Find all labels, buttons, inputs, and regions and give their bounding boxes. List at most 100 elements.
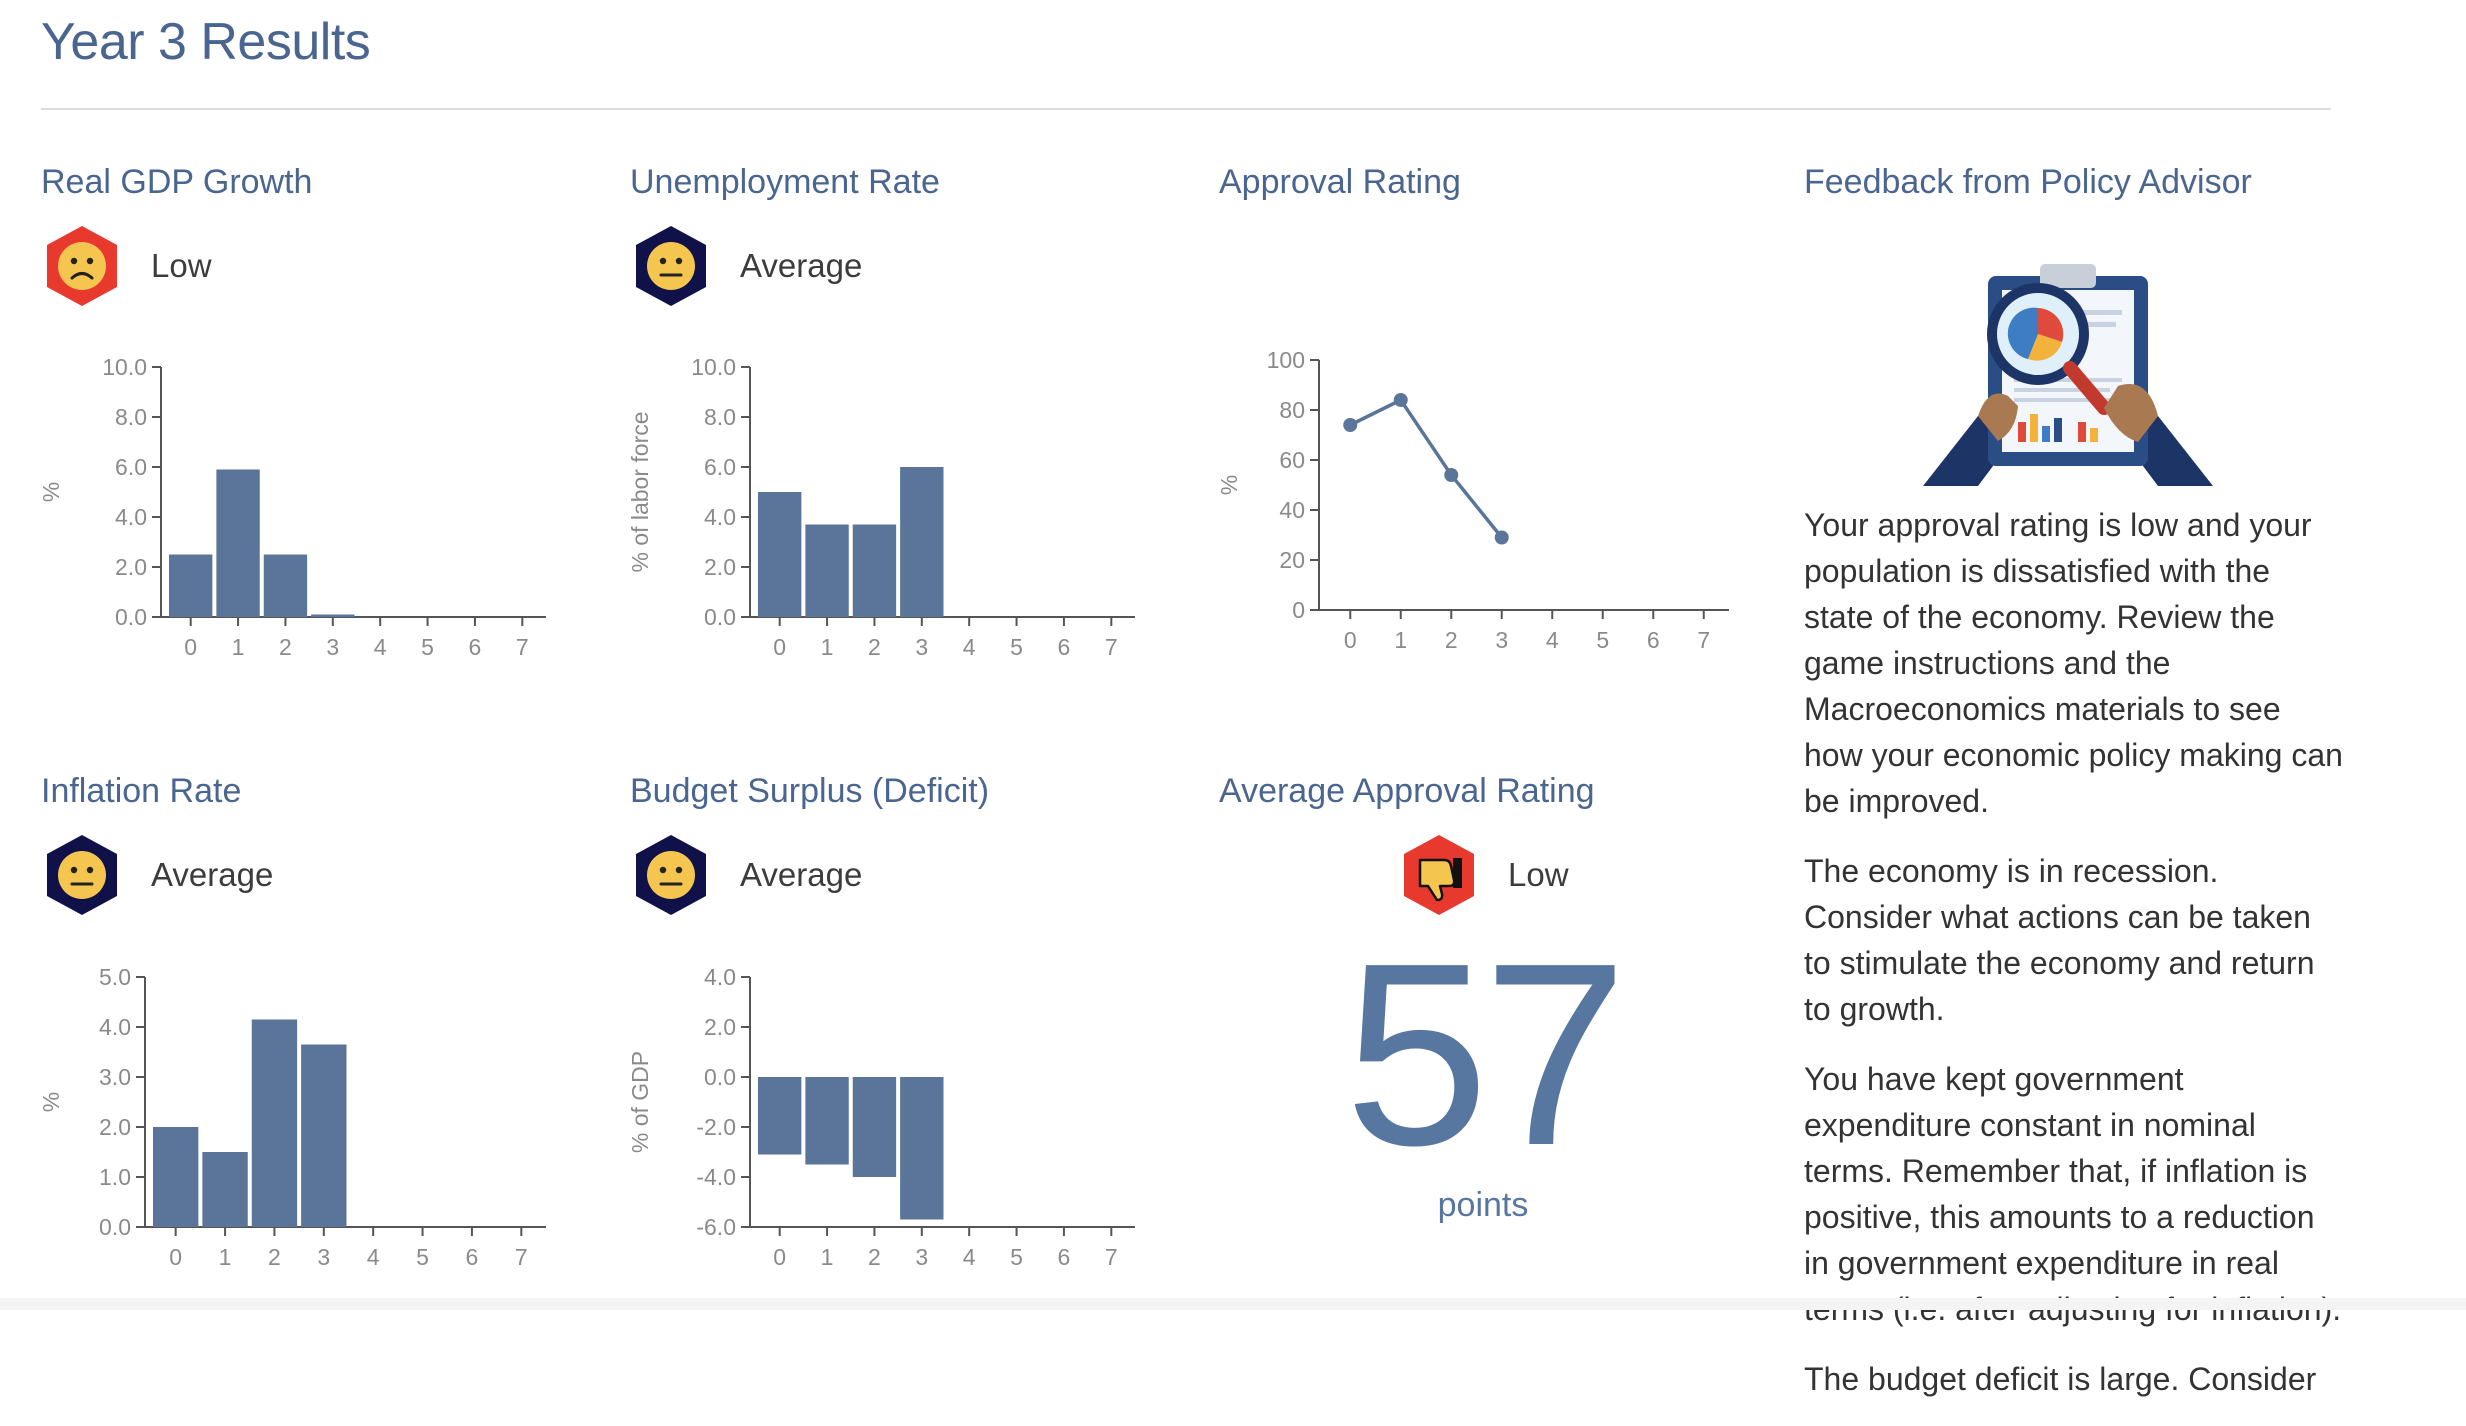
unemployment-chart: 0.0 2.0 4.0 6.0 8.0 10.0 0 1 2 3 4 5 6 7 % of labor fo… (630, 354, 1135, 660)
y-tick-label: 2.0 (99, 1114, 131, 1140)
data-point (1343, 418, 1358, 432)
gdp-status-label: Low (151, 247, 212, 284)
x-tick-label: 2 (279, 634, 292, 660)
x-tick-label: 6 (1647, 627, 1660, 653)
x-tick-label: 1 (1394, 627, 1407, 653)
unemployment-status: Average (630, 225, 862, 307)
x-tick-label: 2 (268, 1244, 281, 1270)
thumbs-down-icon (1404, 835, 1474, 915)
y-tick-label: 4.0 (99, 1014, 131, 1040)
bar (153, 1127, 199, 1227)
bar (805, 1077, 849, 1165)
bar (263, 554, 308, 617)
feedback-paragraph: The economy is in recession. Consider wh… (1804, 853, 2315, 1027)
x-tick-label: 5 (1010, 634, 1023, 660)
feedback-paragraph: Your approval rating is low and your pop… (1804, 507, 2343, 819)
score-unit: points (1437, 1186, 1529, 1224)
x-tick-label: 7 (1105, 1244, 1118, 1270)
y-tick-label: 5.0 (99, 964, 131, 990)
x-tick-label: 4 (963, 634, 976, 660)
y-axis-label: % (41, 482, 64, 502)
y-tick-label: 4.0 (704, 964, 736, 990)
y-axis-label: % (1219, 475, 1242, 495)
approval-chart: 0 20 40 60 80 100 0 1 2 3 4 5 6 7% (1219, 347, 1729, 653)
x-tick-label: 2 (868, 1244, 881, 1270)
bar (900, 1077, 944, 1220)
unemployment-status-label: Average (740, 247, 863, 284)
neutral-face-icon (47, 835, 117, 915)
x-tick-label: 4 (963, 1244, 976, 1270)
y-tick-label: 0.0 (115, 604, 147, 630)
bar (852, 1077, 897, 1177)
bar (169, 554, 213, 617)
x-tick-label: 0 (1344, 627, 1357, 653)
unemployment-panel-title: Unemployment Rate (630, 163, 940, 201)
bar (202, 1152, 248, 1227)
x-tick-label: 6 (1058, 1244, 1071, 1270)
x-tick-label: 5 (421, 634, 434, 660)
y-tick-label: 6.0 (704, 454, 736, 480)
y-tick-label: 100 (1267, 347, 1305, 373)
x-tick-label: 1 (821, 1244, 834, 1270)
y-tick-label: 1.0 (99, 1164, 131, 1190)
page-bottom-edge (0, 1298, 2466, 1310)
y-tick-label: 6.0 (115, 454, 147, 480)
x-tick-label: 6 (466, 1244, 479, 1270)
approval-panel-title: Approval Rating (1219, 163, 1461, 201)
x-tick-label: 1 (232, 634, 245, 660)
y-tick-label: 8.0 (704, 404, 736, 430)
x-tick-label: 3 (915, 634, 928, 660)
x-tick-label: 4 (367, 1244, 380, 1270)
y-axis-label: % of GDP (630, 1051, 653, 1153)
y-axis-label: % (41, 1092, 64, 1112)
gdp-panel-title: Real GDP Growth (41, 163, 313, 201)
data-point (1393, 393, 1408, 407)
budget-panel-title: Budget Surplus (Deficit) (630, 772, 990, 810)
x-tick-label: 4 (374, 634, 387, 660)
bar (758, 1077, 802, 1155)
inflation-panel-title: Inflation Rate (41, 772, 242, 810)
y-tick-label: 8.0 (115, 404, 147, 430)
bar (805, 524, 849, 617)
x-tick-label: 2 (868, 634, 881, 660)
x-tick-label: 2 (1445, 627, 1458, 653)
x-tick-label: 7 (1697, 627, 1710, 653)
x-tick-label: 0 (773, 634, 786, 660)
avg-approval-status: Low (1398, 834, 1569, 916)
x-tick-label: 3 (1495, 627, 1508, 653)
y-tick-label: 0 (1292, 597, 1305, 623)
approval-line (1349, 397, 1504, 539)
title-divider (41, 108, 2331, 110)
x-tick-label: 7 (516, 634, 529, 660)
x-tick-label: 1 (821, 634, 834, 660)
budget-status: Average (630, 834, 862, 916)
x-tick-label: 5 (416, 1244, 429, 1270)
x-tick-label: 5 (1596, 627, 1609, 653)
x-tick-label: 6 (1058, 634, 1071, 660)
budget-status-label: Average (740, 856, 863, 893)
x-tick-label: 3 (326, 634, 339, 660)
y-tick-label: -4.0 (696, 1164, 736, 1190)
x-tick-label: 6 (469, 634, 482, 660)
clipboard-magnifier-icon (1923, 264, 2213, 486)
x-tick-label: 0 (184, 634, 197, 660)
data-point (1494, 530, 1509, 545)
x-tick-label: 3 (915, 1244, 928, 1270)
y-tick-label: -2.0 (696, 1114, 736, 1140)
y-tick-label: 0.0 (704, 1064, 736, 1090)
feedback-panel-title: Feedback from Policy Advisor (1804, 163, 2252, 201)
avg-approval-panel-title: Average Approval Rating (1219, 772, 1595, 810)
x-tick-label: 0 (169, 1244, 182, 1270)
inflation-status: Average (41, 834, 273, 916)
y-tick-label: 80 (1279, 397, 1305, 423)
bar (852, 524, 897, 617)
bar (251, 1019, 298, 1227)
x-tick-label: 7 (1105, 634, 1118, 660)
x-tick-label: 4 (1546, 627, 1559, 653)
y-axis-label: % of labor force (630, 411, 653, 572)
x-tick-label: 5 (1010, 1244, 1023, 1270)
gdp-status: Low (41, 225, 212, 307)
y-tick-label: 2.0 (704, 554, 736, 580)
sad-face-icon (47, 226, 117, 306)
y-tick-label: 20 (1279, 547, 1305, 573)
